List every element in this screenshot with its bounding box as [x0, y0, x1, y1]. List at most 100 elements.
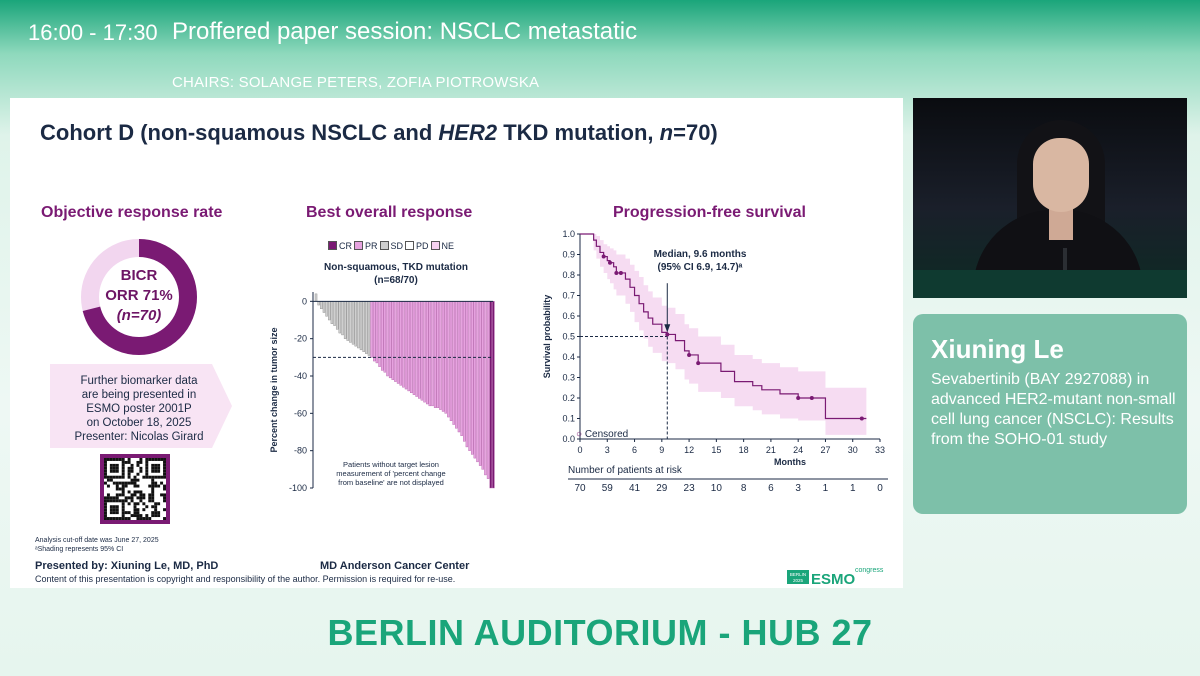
waterfall-bar — [463, 301, 466, 442]
session-time: 16:00 - 17:30 — [28, 20, 158, 45]
waterfall-bar — [441, 301, 445, 412]
km-ytick-label: 0.1 — [562, 414, 575, 424]
waterfall-bar — [370, 301, 373, 358]
talk-title: Sevabertinib (BAY 2927088) in advanced H… — [931, 371, 1176, 448]
waterfall-bar — [402, 301, 405, 388]
km-ytick-label: 0.9 — [562, 250, 575, 260]
speaker-name: Xiuning Le — [931, 334, 1064, 364]
slide-title: Cohort D (non-squamous NSCLC and HER2 TK… — [40, 120, 718, 145]
waterfall-bar — [404, 301, 408, 390]
km-censor-mark — [696, 361, 701, 366]
presented-by: Presented by: Xiuning Le, MD, PhD — [35, 560, 219, 572]
waterfall-bar — [375, 301, 379, 364]
biomarker-note: Further biomarker data are being present… — [74, 375, 204, 443]
km-ytick-label: 0.7 — [562, 291, 575, 301]
speaker-face — [1033, 138, 1089, 212]
risk-value: 6 — [768, 483, 774, 494]
waterfall-bar — [367, 301, 371, 356]
institution: MD Anderson Cancer Center — [320, 560, 470, 572]
svg-text:BERLIN: BERLIN — [790, 572, 806, 577]
copyright-note: Content of this presentation is copyrigh… — [35, 574, 456, 584]
risk-value: 1 — [822, 483, 829, 494]
waterfall-bar — [492, 301, 495, 489]
waterfall-bar — [407, 301, 410, 392]
waterfall-bar — [391, 301, 395, 380]
legend-sd: SD — [379, 241, 403, 251]
waterfall-bar — [343, 301, 347, 339]
waterfall-bar — [328, 301, 331, 321]
waterfall-bar — [433, 301, 437, 408]
waterfall-chart: 0 -20 -40 -60 -80 -100 Percent change in tumor… — [269, 292, 495, 493]
waterfall-bar — [383, 301, 387, 373]
waterfall-bar — [351, 301, 355, 345]
orr-label: BICR ORR 71% (n=70) — [80, 266, 198, 326]
waterfall-ytick-label: -60 — [294, 408, 307, 418]
bor-subtitle: Non-squamous, TKD mutation (n=68/70) — [324, 262, 468, 286]
pfs-heading: Progression-free survival — [613, 204, 806, 221]
waterfall-ytick-label: 0 — [302, 296, 307, 306]
risk-value: 1 — [849, 483, 856, 494]
risk-value: 41 — [628, 483, 641, 494]
km-xtick-label: 33 — [875, 445, 885, 455]
waterfall-bar — [420, 301, 424, 401]
orr-line2: ORR 71% — [105, 287, 173, 304]
waterfall-ytick-label: -40 — [294, 371, 307, 381]
legend-ne: NE — [430, 241, 454, 251]
waterfall-bar — [346, 301, 350, 341]
risk-value: 10 — [710, 483, 722, 494]
km-ytick-label: 0.0 — [562, 434, 575, 444]
km-survival-line — [580, 233, 867, 420]
speaker-video — [913, 98, 1187, 298]
waterfall-bar — [489, 301, 492, 489]
km-censor-mark — [665, 332, 670, 337]
waterfall-bar — [423, 301, 426, 403]
legend-pr: PR — [354, 241, 378, 251]
waterfall-bar — [481, 301, 485, 470]
waterfall-bar — [317, 301, 320, 306]
km-censor-mark — [608, 260, 612, 265]
orr-donut-chart: BICR ORR 71% (n=70) — [80, 238, 198, 356]
footnotes: Analysis cut-off date was June 27, 2025 … — [35, 537, 159, 553]
waterfall-bar — [452, 301, 455, 425]
km-xtick-label: 0 — [577, 445, 582, 455]
km-censor-mark — [618, 270, 623, 275]
waterfall-bar — [386, 301, 389, 377]
waterfall-bar — [447, 301, 450, 418]
waterfall-ytick-label: -100 — [289, 483, 307, 493]
risk-value: 59 — [601, 483, 613, 494]
waterfall-bar — [468, 301, 471, 451]
legend-cr: CR — [328, 241, 352, 251]
waterfall-bar — [428, 301, 432, 407]
svg-text:congress: congress — [855, 567, 884, 574]
km-ytick-label: 0.3 — [562, 373, 575, 383]
km-xtick-label: 9 — [659, 445, 664, 455]
km-xtick-label: 30 — [848, 445, 858, 455]
risk-value: 70 — [574, 483, 586, 494]
waterfall-bar — [388, 301, 392, 379]
room-name: BERLIN AUDITORIUM - HUB 27 — [327, 612, 873, 653]
waterfall-bar — [465, 301, 469, 448]
waterfall-bar — [410, 301, 413, 394]
waterfall-bar — [359, 301, 363, 351]
qr-code-icon[interactable] — [100, 454, 170, 524]
waterfall-bar — [439, 301, 442, 410]
waterfall-bar — [330, 301, 334, 324]
waterfall-bar — [431, 301, 434, 407]
waterfall-bar — [380, 301, 384, 371]
session-chairs: CHAIRS: SOLANGE PETERS, ZOFIA PIOTROWSKA — [172, 74, 540, 91]
orr-line3: (n=70) — [116, 307, 162, 324]
risk-table-title: Number of patients at risk — [568, 465, 682, 476]
waterfall-ytick-label: -20 — [294, 334, 307, 344]
waterfall-ytick-label: -80 — [294, 446, 307, 456]
waterfall-bar — [325, 301, 328, 317]
waterfall-bar — [394, 301, 397, 382]
waterfall-bar — [436, 301, 440, 408]
risk-value: 23 — [683, 483, 695, 494]
waterfall-bar — [341, 301, 344, 336]
km-censor-mark — [809, 396, 814, 400]
session-header: 16:00 - 17:30 Proffered paper session: N… — [0, 0, 1200, 98]
waterfall-bar — [338, 301, 342, 334]
waterfall-bar — [476, 301, 479, 463]
km-median-arrowhead — [664, 324, 671, 333]
waterfall-bar — [333, 301, 336, 326]
